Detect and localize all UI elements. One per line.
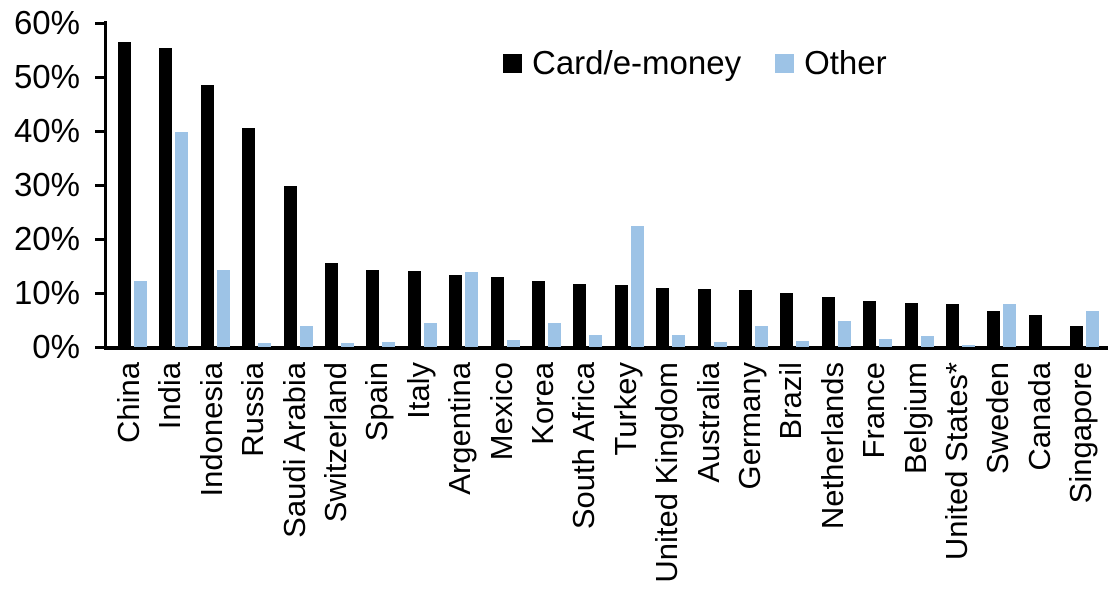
x-category-label-text: Belgium: [897, 362, 933, 474]
y-tick-label: 20%: [13, 220, 80, 257]
legend-label-card-e-money: Card/e-money: [532, 44, 742, 81]
bar-card-e-money-italy: [407, 271, 421, 347]
x-category-label-text: Sweden: [980, 362, 1016, 475]
y-tick-label: 40%: [13, 112, 80, 149]
x-category-label-text: Canada: [1021, 362, 1057, 471]
y-tick-label: 30%: [13, 166, 80, 203]
bar-other-china: [134, 280, 147, 347]
x-category-label-text: Turkey: [607, 362, 643, 456]
y-tick-mark: [95, 183, 104, 187]
bar-other-brazil: [796, 340, 810, 347]
bar-other-sweden: [1003, 303, 1017, 347]
bar-card-e-money-united-states-: [946, 303, 959, 347]
bar-card-e-money-germany: [739, 289, 752, 347]
bar-other-russia: [258, 342, 272, 347]
y-tick-mark: [95, 21, 104, 25]
legend-swatch-card-e-money: [503, 53, 522, 73]
bar-other-spain: [382, 341, 396, 347]
bar-card-e-money-indonesia: [200, 85, 214, 347]
y-tick-mark: [95, 237, 104, 241]
x-category-label-text: Korea: [525, 362, 560, 445]
bar-other-australia: [713, 342, 727, 347]
bar-other-switzerland: [341, 342, 354, 347]
bar-card-e-money-united-kingdom: [656, 287, 670, 347]
legend-label-other: Other: [804, 44, 887, 81]
x-category-label-text: China: [111, 362, 146, 443]
x-category-label-text: India: [152, 362, 188, 430]
y-tick-mark: [95, 129, 104, 133]
x-category-label-text: Brazil: [773, 362, 809, 440]
bar-card-e-money-mexico: [490, 277, 504, 347]
bar-card-e-money-saudi-arabia: [283, 186, 297, 347]
bar-other-united-states-: [962, 345, 975, 347]
bar-other-korea: [548, 323, 561, 347]
x-category-label-text: Germany: [732, 362, 767, 490]
bar-other-france: [879, 338, 893, 347]
bar-other-turkey: [630, 225, 644, 347]
bar-card-e-money-korea: [532, 281, 545, 347]
bar-card-e-money-russia: [242, 128, 256, 347]
x-category-label-text: Russia: [235, 362, 271, 457]
bar-card-e-money-france: [863, 300, 877, 347]
bar-card-e-money-brazil: [780, 293, 794, 347]
bar-card-e-money-spain: [366, 270, 380, 347]
bar-other-india: [175, 132, 189, 347]
bar-card-e-money-south-africa: [573, 283, 587, 347]
bar-other-netherlands: [837, 321, 851, 347]
x-category-label-text: United States*: [939, 362, 974, 561]
y-tick-label: 0%: [32, 328, 80, 365]
x-category-label-text: Saudi Arabia: [276, 362, 312, 538]
bar-other-germany: [755, 325, 768, 347]
x-category-label-text: Mexico: [483, 362, 519, 461]
bar-other-argentina: [465, 272, 479, 347]
x-axis-line: [104, 346, 1108, 350]
y-tick-mark: [95, 75, 104, 79]
legend: Card/e-money Other: [503, 44, 887, 82]
x-category-label-text: France: [856, 362, 892, 459]
x-category-label-text: South Africa: [566, 362, 602, 530]
y-tick-label: 50%: [13, 58, 80, 95]
x-category-label: Singapore: [1063, 362, 1112, 503]
bar-other-italy: [423, 322, 437, 347]
bar-other-saudi-arabia: [299, 326, 313, 347]
y-axis-line: [104, 21, 107, 349]
y-tick-mark: [95, 345, 104, 349]
x-category-label-text: United Kingdom: [649, 362, 685, 583]
x-category-label-text: Australia: [690, 362, 726, 483]
y-tick-label: 60%: [13, 4, 80, 41]
y-tick-mark: [95, 291, 104, 295]
x-category-label-text: Indonesia: [193, 362, 229, 497]
bar-card-e-money-belgium: [904, 302, 918, 347]
plot-area: [104, 23, 1105, 347]
bar-card-e-money-argentina: [449, 275, 463, 347]
bar-card-e-money-canada: [1028, 314, 1042, 347]
bar-card-e-money-singapore: [1070, 325, 1084, 347]
bar-other-indonesia: [216, 269, 230, 347]
bar-card-e-money-turkey: [614, 284, 628, 347]
bar-card-e-money-switzerland: [325, 263, 338, 347]
bar-other-belgium: [920, 336, 934, 347]
bar-card-e-money-india: [159, 48, 173, 347]
x-category-label-text: Singapore: [1063, 362, 1099, 504]
x-category-label-text: Italy: [400, 362, 436, 419]
y-tick-label: 10%: [13, 274, 80, 311]
bar-other-singapore: [1086, 311, 1100, 347]
x-category-label-text: Argentina: [442, 362, 478, 495]
bar-card-e-money-sweden: [987, 311, 1001, 347]
bar-other-south-africa: [589, 335, 603, 347]
x-category-label-text: Netherlands: [814, 362, 850, 530]
bar-other-mexico: [506, 339, 520, 347]
bar-other-united-kingdom: [672, 334, 686, 347]
x-category-label-text: Switzerland: [318, 362, 353, 523]
bar-card-e-money-china: [118, 41, 131, 347]
legend-swatch-other: [775, 53, 795, 73]
x-category-label-text: Spain: [359, 362, 395, 442]
bar-card-e-money-australia: [697, 288, 711, 347]
bar-card-e-money-netherlands: [821, 296, 835, 347]
